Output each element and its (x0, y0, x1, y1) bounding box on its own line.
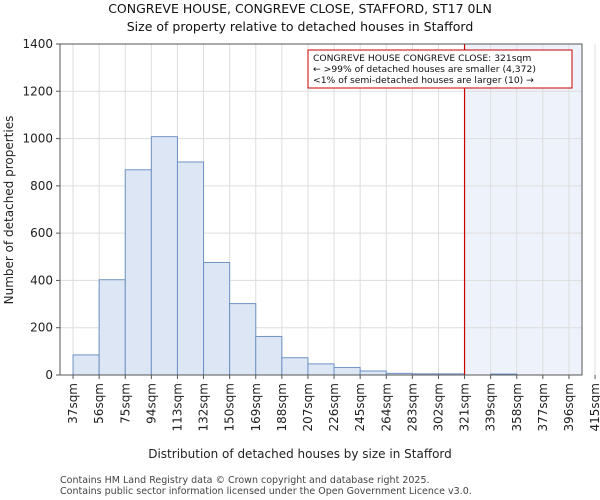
annotation-line-2: ← >99% of detached houses are smaller (4… (313, 64, 536, 75)
bar-245sqm (359, 370, 387, 376)
bar-150sqm (229, 303, 257, 376)
x-tick-label-245sqm: 245sqm (353, 383, 367, 431)
annotation-box: CONGREVE HOUSE CONGREVE CLOSE: 321sqm ← … (307, 49, 573, 89)
annotation-frame (307, 49, 573, 89)
y-tick-label: 200 (30, 321, 53, 335)
x-axis-label: Distribution of detached houses by size … (148, 447, 452, 461)
bar-56sqm (98, 279, 126, 376)
x-tick-label-339sqm: 339sqm (484, 383, 498, 431)
bar-188sqm (281, 357, 309, 376)
x-tick-label-396sqm: 396sqm (562, 383, 576, 431)
bars-layer (72, 136, 518, 376)
x-tick-label-188sqm: 188sqm (275, 383, 289, 431)
x-tick-label-377sqm: 377sqm (536, 383, 550, 431)
x-tick-label-358sqm: 358sqm (510, 383, 524, 431)
x-axis-ticks: 37sqm 56sqm 75sqm 94sqm 113sqm 132sqm 150sqm 16… (66, 375, 600, 431)
x-tick-label-302sqm: 302sqm (431, 383, 445, 431)
footer-line-1: Contains HM Land Registry data © Crown c… (60, 475, 430, 486)
y-tick-label: 1400 (22, 37, 53, 51)
y-tick-label: 1200 (22, 84, 53, 98)
bar-207sqm (307, 363, 335, 376)
highlight-region-layer (464, 44, 582, 375)
bar-132sqm (203, 261, 231, 376)
y-tick-label: 400 (30, 273, 53, 287)
chart-title: CONGREVE HOUSE, CONGREVE CLOSE, STAFFORD… (108, 1, 492, 16)
y-tick-label: 600 (30, 226, 53, 240)
x-tick-label-150sqm: 150sqm (223, 383, 237, 431)
x-tick-label-94sqm: 94sqm (144, 383, 158, 424)
x-tick-label-37sqm: 37sqm (66, 383, 80, 424)
x-tick-label-169sqm: 169sqm (249, 383, 263, 431)
y-tick-label: 1000 (22, 132, 53, 146)
bar-75sqm (124, 169, 152, 376)
chart-subtitle: Size of property relative to detached ho… (127, 19, 474, 34)
bar-169sqm (255, 335, 283, 376)
x-tick-label-132sqm: 132sqm (197, 383, 211, 431)
annotation-line-3: <1% of semi-detached houses are larger (… (313, 75, 534, 86)
bar-113sqm (176, 161, 205, 376)
x-tick-label-321sqm: 321sqm (458, 383, 472, 431)
y-tick-label: 0 (45, 368, 53, 382)
x-tick-label-75sqm: 75sqm (118, 383, 132, 424)
x-tick-label-207sqm: 207sqm (301, 383, 315, 431)
footer-line-2: Contains public sector information licen… (60, 486, 472, 497)
x-tick-label-56sqm: 56sqm (92, 383, 106, 424)
x-tick-label-283sqm: 283sqm (405, 383, 419, 431)
y-tick-label: 800 (30, 179, 53, 193)
bar-94sqm (150, 136, 178, 376)
bar-37sqm (72, 354, 100, 376)
x-tick-label-415sqm: 415sqm (588, 383, 600, 431)
annotation-line-1: CONGREVE HOUSE CONGREVE CLOSE: 321sqm (313, 53, 531, 64)
x-tick-label-264sqm: 264sqm (379, 383, 393, 431)
x-tick-label-113sqm: 113sqm (170, 383, 184, 431)
x-tick-label-226sqm: 226sqm (327, 383, 341, 431)
highlight-region (464, 44, 582, 375)
y-axis-ticks: 0 200 400 600 800 1000 1200 1400 (22, 37, 60, 382)
plot-frame (59, 43, 583, 376)
bar-226sqm (333, 366, 361, 376)
y-axis-label: Number of detached properties (2, 116, 16, 305)
